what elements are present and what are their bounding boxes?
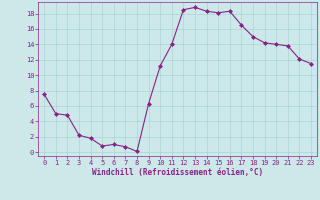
- X-axis label: Windchill (Refroidissement éolien,°C): Windchill (Refroidissement éolien,°C): [92, 168, 263, 177]
